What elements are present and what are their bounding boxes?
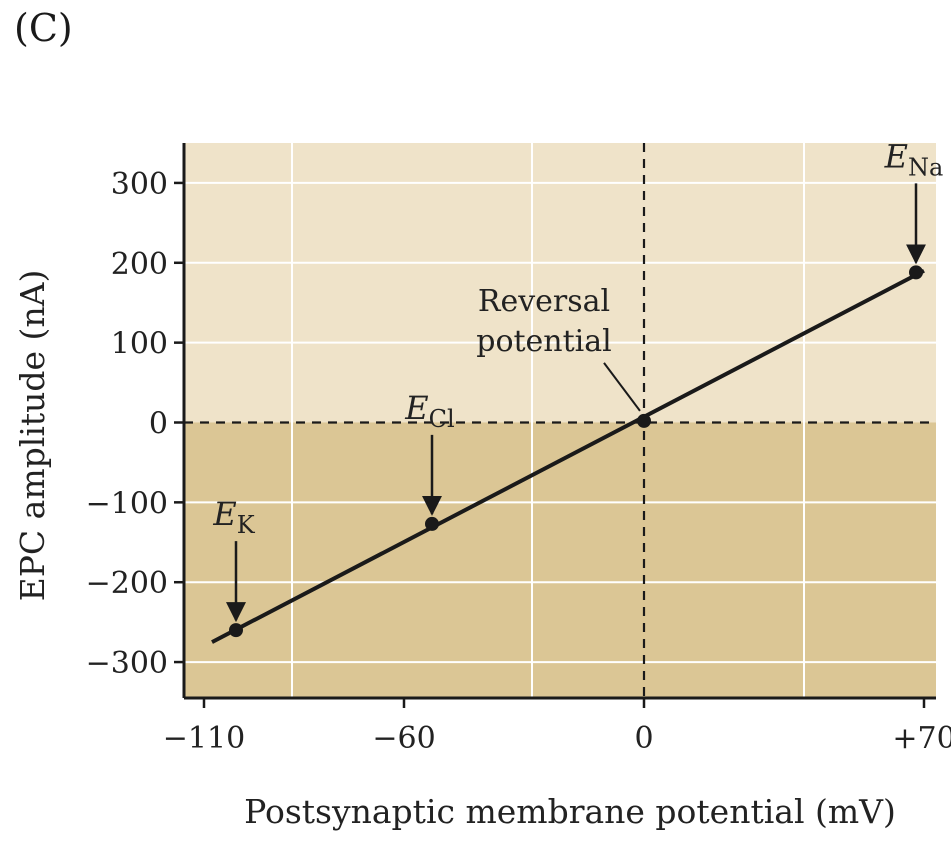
axes — [182, 143, 936, 700]
y-tick-label: 300 — [111, 167, 168, 202]
reversal-label-line2: potential — [476, 324, 612, 359]
reversal-label-line1: Reversal — [478, 284, 610, 319]
x-tick-label: 0 — [634, 721, 653, 756]
y-tick-labels: 300 200 100 0 −100 −200 −300 — [86, 167, 184, 681]
data-point-e-cl — [425, 516, 439, 531]
positive-region-background — [184, 143, 936, 423]
x-axis-title: Postsynaptic membrane potential (mV) — [244, 792, 896, 831]
fit-line — [211, 268, 925, 644]
y-axis-title: EPC amplitude (nA) — [13, 270, 52, 602]
x-tick-label: −60 — [372, 721, 435, 756]
data-points — [229, 265, 923, 638]
panel-label: (C) — [14, 6, 73, 50]
x-tick-label: +70 — [892, 721, 951, 756]
y-tick-label: −200 — [86, 566, 168, 601]
grid — [184, 143, 936, 698]
data-point-e-k — [229, 623, 243, 638]
label-e-k: EK — [212, 495, 255, 539]
y-tick-label: −100 — [86, 486, 168, 521]
label-e-cl: ECl — [404, 389, 454, 433]
negative-region-background — [184, 422, 936, 698]
reversal-leader-line — [603, 362, 641, 412]
y-tick-label: −300 — [86, 646, 168, 681]
y-tick-label: 0 — [149, 406, 168, 441]
data-point-e-na — [909, 265, 923, 280]
y-tick-label: 200 — [111, 247, 168, 282]
x-tick-labels: −110 −60 0 +70 — [163, 698, 951, 756]
data-point-reversal — [637, 413, 651, 428]
y-tick-label: 100 — [111, 327, 168, 362]
x-tick-label: −110 — [163, 721, 245, 756]
